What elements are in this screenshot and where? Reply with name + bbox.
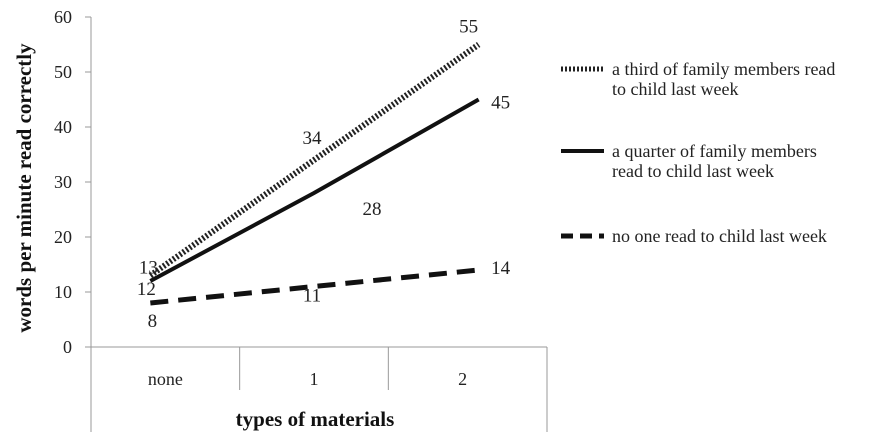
y-tick-label: 20 — [54, 227, 72, 247]
plot-frame — [90, 17, 548, 432]
data-label: 11 — [303, 286, 321, 307]
x-tick-label: 2 — [458, 369, 467, 389]
x-axis-title: types of materials — [236, 407, 395, 431]
series-third-line — [148, 42, 481, 278]
y-tick-label: 50 — [54, 62, 72, 82]
y-tick-label: 10 — [54, 282, 72, 302]
data-label: 13 — [139, 258, 158, 279]
data-label: 12 — [137, 279, 156, 300]
series-lines — [148, 42, 481, 306]
legend-label: a third of family members read — [612, 59, 835, 79]
data-label: 55 — [459, 17, 478, 38]
x-tick-label: 1 — [310, 369, 319, 389]
x-axis-ticks: none 1 2 — [148, 347, 467, 390]
data-label: 14 — [491, 258, 511, 279]
y-tick-label: 40 — [54, 117, 72, 137]
legend-label: no one read to child last week — [612, 226, 827, 246]
y-tick-label: 60 — [54, 7, 72, 27]
series-quarter-line — [149, 97, 480, 283]
x-tick-label: none — [148, 369, 183, 389]
data-label: 34 — [303, 128, 323, 149]
legend-label: a quarter of family members — [612, 141, 817, 161]
data-label: 28 — [363, 199, 382, 220]
y-axis-title: words per minute read correctly — [12, 43, 36, 333]
data-label: 8 — [148, 311, 158, 332]
y-tick-label: 0 — [63, 337, 72, 357]
legend-label: to child last week — [612, 79, 738, 99]
data-label: 45 — [491, 93, 510, 114]
data-labels: 13 34 55 12 28 45 8 11 14 — [137, 17, 511, 333]
y-tick-label: 30 — [54, 172, 72, 192]
y-axis-ticks: 0 10 20 30 40 50 60 — [54, 7, 91, 357]
legend-label: read to child last week — [612, 161, 774, 181]
